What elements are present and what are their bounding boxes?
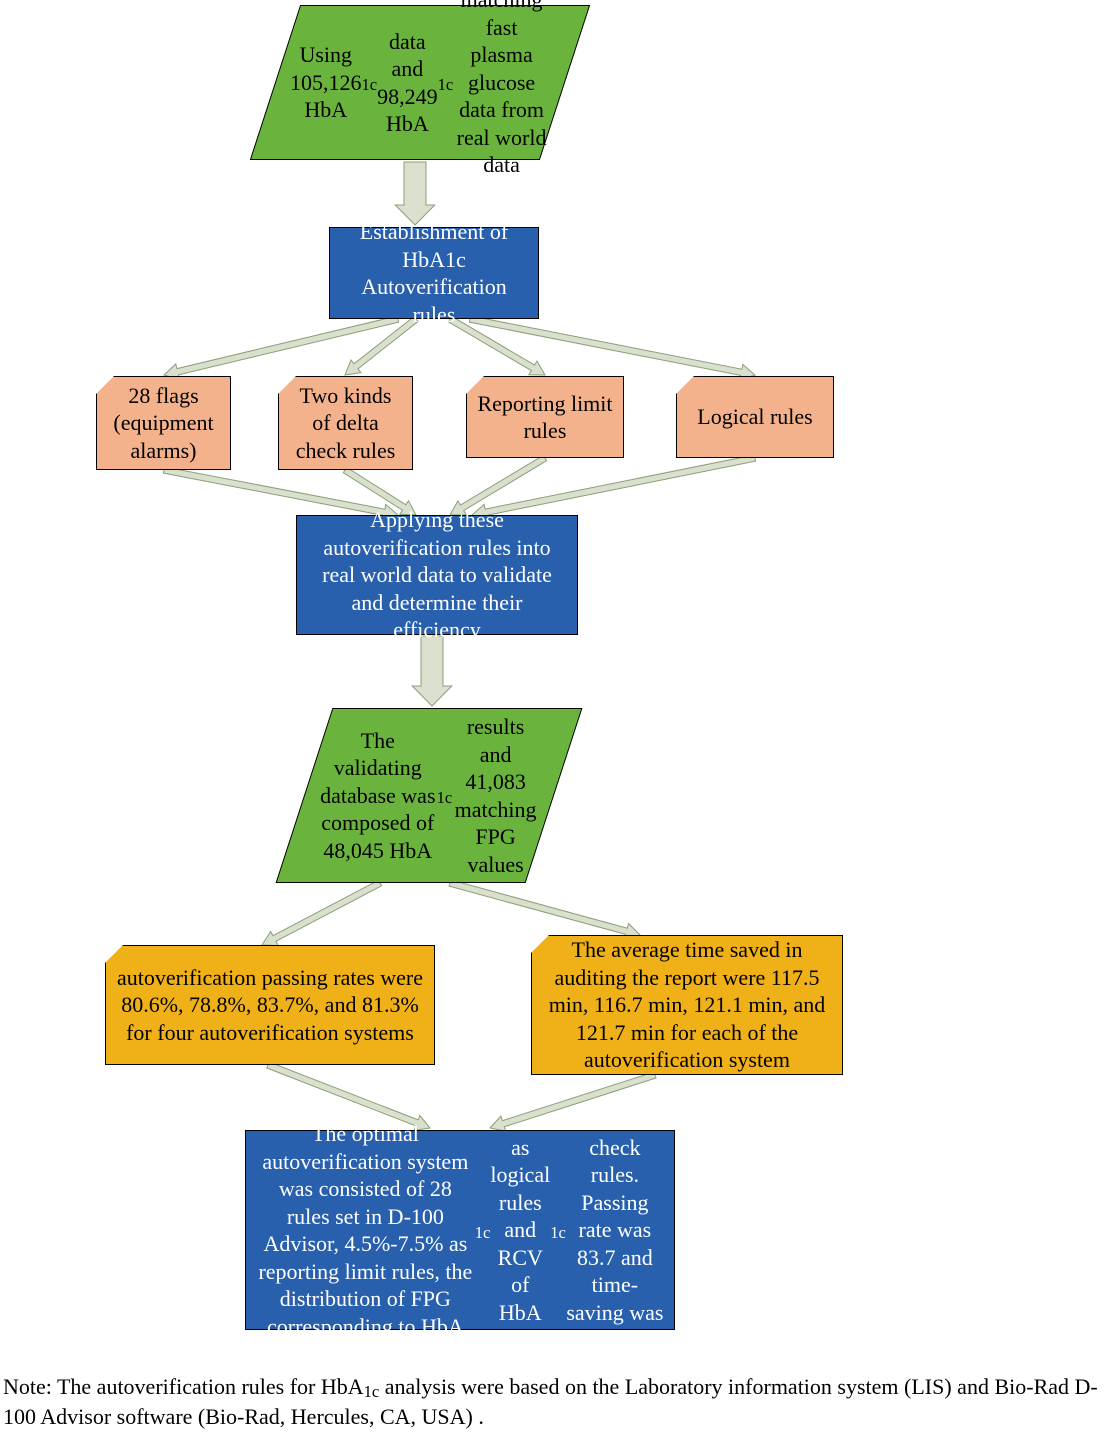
node-n3c-label: Reporting limit rules [467, 377, 623, 457]
node-n5-label: The validating database was composed of … [305, 709, 553, 882]
node-n1: Using 105,126 HbA1c data and 98,249 HbA1… [250, 5, 590, 160]
node-n6b-label: The average time saved in auditing the r… [532, 936, 842, 1074]
node-n3a: 28 flags (equipment alarms) [96, 376, 231, 470]
node-n6b: The average time saved in auditing the r… [531, 935, 843, 1075]
footnote: Note: The autoverification rules for HbA… [3, 1372, 1103, 1431]
node-n3b-label: Two kinds of delta check rules [279, 377, 412, 469]
node-n4: Applying these autoverification rules in… [296, 515, 578, 635]
node-n2-label: Establishment of HbA1c Autoverification … [330, 228, 538, 318]
node-n5: The validating database was composed of … [276, 708, 583, 883]
flowchart-stage: Using 105,126 HbA1c data and 98,249 HbA1… [0, 0, 1105, 1439]
node-n3d: Logical rules [676, 376, 834, 458]
node-n3c: Reporting limit rules [466, 376, 624, 458]
node-n6a-label: autoverification passing rates were 80.6… [106, 946, 434, 1064]
node-n6a: autoverification passing rates were 80.6… [105, 945, 435, 1065]
node-n3d-label: Logical rules [677, 377, 833, 457]
node-n3a-label: 28 flags (equipment alarms) [97, 377, 230, 469]
node-n1-label: Using 105,126 HbA1c data and 98,249 HbA1… [276, 6, 564, 159]
node-n7-label: The optimal autoverification system was … [246, 1131, 674, 1329]
node-n7: The optimal autoverification system was … [245, 1130, 675, 1330]
node-n3b: Two kinds of delta check rules [278, 376, 413, 470]
node-n2: Establishment of HbA1c Autoverification … [329, 227, 539, 319]
node-n4-label: Applying these autoverification rules in… [297, 516, 577, 634]
